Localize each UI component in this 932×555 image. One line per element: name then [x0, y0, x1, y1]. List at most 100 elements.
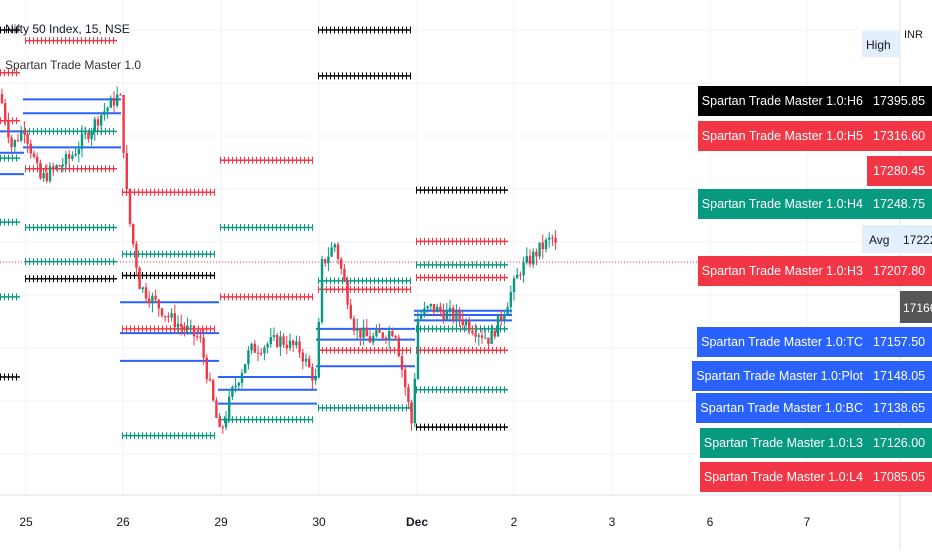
- candle-body: [359, 327, 362, 338]
- candle-body: [240, 372, 244, 384]
- candle-body: [48, 166, 52, 181]
- x-tick-label: 29: [214, 515, 228, 529]
- candle-body: [500, 315, 503, 320]
- level-label: Spartan Trade Master 1.0:BC 17138.65: [0, 393, 932, 423]
- candle-body: [160, 308, 164, 316]
- candle-body: [384, 337, 388, 340]
- candle-body: [445, 310, 448, 320]
- candle-body: [144, 287, 148, 299]
- candle-body: [7, 121, 10, 138]
- candle-body: [528, 255, 532, 265]
- candle-body: [519, 274, 522, 276]
- candle-body: [429, 303, 432, 307]
- candle-body: [343, 268, 346, 282]
- candle-body: [189, 325, 192, 327]
- candle-body: [468, 321, 471, 331]
- candle-body: [506, 307, 509, 315]
- candle-body: [522, 262, 525, 276]
- candle-body: [282, 336, 285, 345]
- candle-body: [295, 341, 298, 346]
- candle-body: [496, 315, 500, 337]
- candle-body: [439, 306, 442, 312]
- level-label-name: Spartan Trade Master 1.0:Plot: [692, 361, 867, 391]
- level-label-name: Spartan Trade Master 1.0:H6: [697, 86, 867, 116]
- level-label-name: Spartan Trade Master 1.0:H5: [697, 121, 867, 151]
- candle-body: [314, 377, 317, 381]
- candle-body: [426, 306, 429, 309]
- candle-body: [256, 352, 260, 354]
- candle-body: [253, 343, 256, 353]
- candle-body: [327, 256, 330, 264]
- candle-body: [186, 326, 189, 330]
- candle-body: [407, 387, 410, 403]
- candle-body: [151, 295, 154, 304]
- current-price-box: [900, 291, 932, 323]
- candle-body: [471, 330, 474, 334]
- candle-body: [100, 114, 103, 126]
- candle-body: [77, 149, 80, 155]
- symbol-title: Nifty 50 Index, 15, NSE: [5, 22, 130, 36]
- candle-body: [202, 337, 205, 358]
- candle-body: [269, 337, 272, 345]
- candle-body: [176, 323, 180, 328]
- x-tick-label: 26: [116, 515, 130, 529]
- candle-body: [516, 274, 519, 279]
- candle-body: [554, 238, 557, 243]
- candle-body: [237, 383, 240, 386]
- candle-body: [410, 402, 413, 424]
- candle-body: [493, 330, 496, 337]
- candle-body: [480, 335, 484, 338]
- candle-body: [416, 318, 420, 379]
- candle-body: [362, 327, 365, 338]
- high-label: High: [866, 38, 891, 52]
- candle-body: [288, 340, 292, 349]
- candle-body: [224, 418, 228, 428]
- candle-body: [90, 131, 93, 140]
- candle-body: [340, 259, 343, 269]
- candle-body: [381, 332, 384, 338]
- candle-body: [135, 244, 138, 268]
- level-label: 17280.45: [0, 156, 932, 186]
- candle-body: [461, 319, 464, 326]
- candle-body: [266, 344, 269, 348]
- candle-body: [378, 330, 381, 333]
- level-label: Spartan Trade Master 1.0:L3 17126.00: [0, 428, 932, 458]
- candle-body: [352, 318, 356, 331]
- candle-body: [173, 313, 176, 328]
- candle-body: [263, 347, 266, 354]
- candle-body: [333, 244, 336, 248]
- level-label: Spartan Trade Master 1.0:H4 17248.75: [0, 189, 932, 219]
- candle-body: [23, 130, 26, 135]
- level-label-value: 17085.05: [867, 462, 932, 492]
- candle-body: [116, 94, 119, 106]
- candle-body: [205, 357, 208, 379]
- candle-body: [548, 237, 551, 240]
- candle-body: [180, 323, 183, 327]
- candle-body: [298, 341, 301, 353]
- level-label-value: 17280.45: [867, 156, 932, 186]
- candle-body: [349, 304, 352, 319]
- candle-body: [448, 307, 452, 311]
- candle-body: [84, 132, 87, 135]
- candle-body: [0, 94, 4, 104]
- candle-body: [432, 303, 436, 313]
- level-label: Spartan Trade Master 1.0:Plot 17148.05: [0, 361, 932, 391]
- candle-body: [330, 247, 333, 257]
- candle-body: [538, 242, 541, 257]
- x-tick-label: 3: [609, 515, 616, 529]
- candle-body: [196, 336, 199, 338]
- candle-body: [228, 396, 231, 419]
- high-label-box: [862, 31, 900, 57]
- candle-body: [234, 385, 237, 388]
- avg-label: Avg: [869, 233, 889, 247]
- candle-body: [272, 335, 276, 338]
- candle-body: [96, 119, 100, 126]
- level-label-name: Spartan Trade Master 1.0:H4: [697, 189, 867, 219]
- candle-body: [164, 315, 167, 317]
- session-levels-25: [0, 26, 24, 381]
- candle-body: [29, 143, 32, 154]
- candle-body: [503, 314, 506, 320]
- candles: [0, 86, 557, 434]
